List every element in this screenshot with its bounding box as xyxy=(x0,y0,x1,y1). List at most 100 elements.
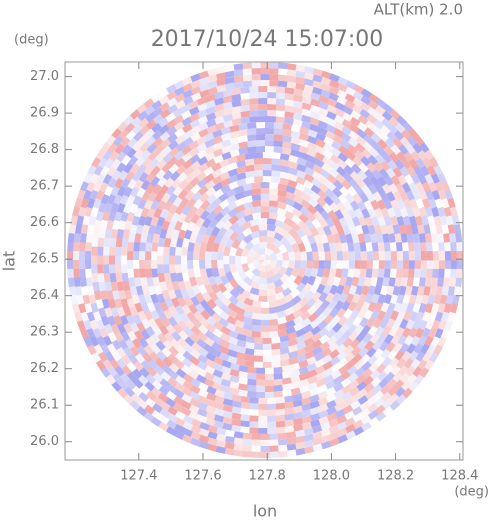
radar-cell xyxy=(235,204,246,214)
radar-cell xyxy=(300,199,312,210)
radar-cell xyxy=(279,347,290,355)
radar-cell xyxy=(132,250,140,260)
radar-cell xyxy=(156,158,167,170)
radar-cell xyxy=(197,347,209,358)
radar-cell xyxy=(172,402,184,413)
radar-cell xyxy=(215,439,226,448)
radar-cell xyxy=(124,219,133,231)
radar-cell xyxy=(128,155,139,167)
radar-cell xyxy=(229,362,240,371)
radar-cell xyxy=(298,359,309,369)
radar-cell xyxy=(184,318,195,330)
radar-cell xyxy=(250,236,261,246)
radar-cell xyxy=(309,400,320,409)
radar-cell xyxy=(157,392,169,403)
radar-cell xyxy=(246,384,257,392)
radar-cell xyxy=(265,260,272,265)
radar-cell xyxy=(328,437,340,447)
radar-cell xyxy=(131,123,143,135)
radar-cell xyxy=(280,236,290,247)
y-tick-label: 26.2 xyxy=(30,361,59,376)
radar-cell xyxy=(231,93,242,102)
radar-cell xyxy=(222,416,233,425)
radar-cell xyxy=(161,162,172,173)
radar-cell xyxy=(374,301,384,313)
radar-cell xyxy=(377,138,388,150)
radar-cell xyxy=(331,322,343,334)
radar-cell xyxy=(114,331,124,342)
radar-cell xyxy=(292,399,303,408)
radar-cell xyxy=(237,389,248,397)
radar-cell xyxy=(127,330,137,342)
radar-cell xyxy=(244,347,255,356)
radar-cell xyxy=(197,102,208,112)
radar-cell xyxy=(301,409,312,418)
radar-cell xyxy=(121,154,132,166)
radar-cell xyxy=(383,310,393,322)
radar-cell xyxy=(131,170,142,182)
radar-cell xyxy=(359,317,369,328)
radar-cell xyxy=(115,255,122,265)
radar-cell xyxy=(137,110,149,121)
radar-cell xyxy=(134,352,146,364)
radar-cell xyxy=(366,403,378,414)
radar-cell xyxy=(283,395,294,403)
radar-cell xyxy=(76,294,85,305)
radar-cell xyxy=(360,353,371,365)
radar-cell xyxy=(134,232,142,243)
radar-cell xyxy=(82,294,91,305)
radar-cell xyxy=(161,289,171,300)
radar-cell xyxy=(270,354,281,362)
radar-cell xyxy=(428,311,437,322)
radar-cell xyxy=(175,141,187,152)
radar-cell xyxy=(385,341,396,353)
radar-cell xyxy=(389,268,397,279)
radar-cell xyxy=(421,294,430,305)
radar-cell xyxy=(429,286,437,297)
radar-cell xyxy=(354,367,366,378)
radar-cell xyxy=(362,375,374,387)
radar-cell xyxy=(410,285,419,297)
radar-cell xyxy=(220,126,232,135)
radar-cell xyxy=(164,297,174,308)
radar-cell xyxy=(326,233,335,244)
radar-cell xyxy=(373,119,385,130)
radar-cell xyxy=(239,426,250,434)
radar-cell xyxy=(188,140,200,151)
radar-cell xyxy=(287,260,295,270)
radar-cell xyxy=(389,310,400,322)
radar-cell xyxy=(258,97,268,105)
radar-cell xyxy=(126,361,137,373)
radar-cell xyxy=(417,335,428,347)
radar-cell xyxy=(163,246,170,256)
radar-cell xyxy=(344,352,356,363)
radar-cell xyxy=(219,303,231,314)
radar-cell xyxy=(249,116,259,123)
radar-cell xyxy=(306,154,318,164)
radar-cell xyxy=(367,207,377,219)
radar-cell xyxy=(177,296,187,308)
radar-cell xyxy=(226,201,238,211)
radar-cell xyxy=(251,206,262,214)
radar-cell xyxy=(152,395,164,407)
radar-cell xyxy=(258,109,268,117)
radar-cell xyxy=(397,174,408,186)
radar-cell xyxy=(167,369,179,380)
radar-cell xyxy=(251,62,262,69)
radar-cell xyxy=(208,218,219,229)
radar-cell xyxy=(412,277,420,288)
radar-cell xyxy=(329,225,339,236)
radar-cell xyxy=(360,251,368,261)
radar-cell xyxy=(135,155,146,167)
radar-cell xyxy=(281,222,293,233)
radar-cell xyxy=(444,268,451,279)
radar-cell xyxy=(255,385,265,393)
radar-cell xyxy=(420,165,430,177)
radar-cell xyxy=(106,165,117,177)
radar-cell xyxy=(93,164,104,176)
radar-cell xyxy=(189,348,201,360)
radar-cell xyxy=(166,383,178,394)
radar-cell xyxy=(269,206,279,214)
radar-cell xyxy=(324,292,335,304)
radar-cell xyxy=(355,331,366,343)
